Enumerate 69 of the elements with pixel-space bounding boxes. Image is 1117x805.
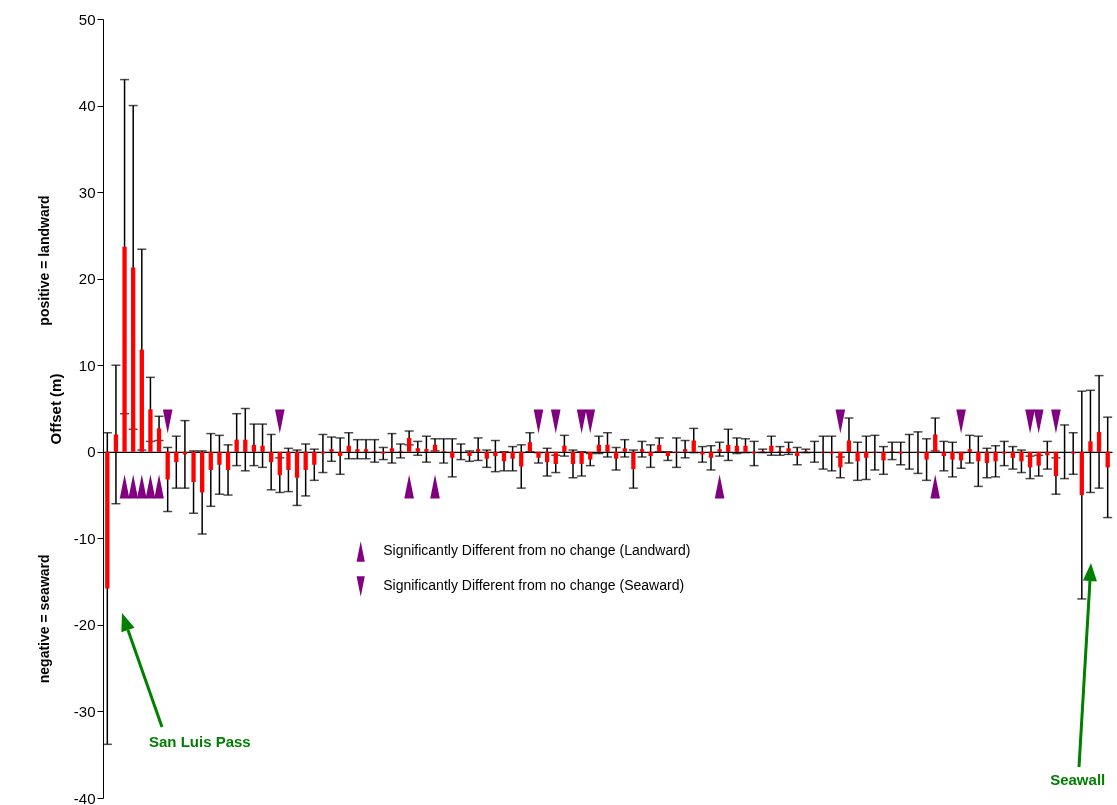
bar <box>260 445 265 452</box>
bar <box>1027 451 1033 468</box>
bar <box>156 428 162 452</box>
y-tick-label: 50 <box>78 10 96 28</box>
bar <box>1053 451 1059 477</box>
bar <box>251 444 257 452</box>
bar <box>208 451 213 470</box>
bar <box>191 451 196 483</box>
y-tick-label: -20 <box>73 616 96 634</box>
bar <box>294 451 300 478</box>
bar <box>1088 441 1093 452</box>
bar <box>105 451 110 589</box>
y-axis-title: Offset (m) <box>46 373 64 445</box>
y-tick-label: -10 <box>73 529 96 547</box>
bar <box>536 451 541 458</box>
annotation: San Luis Pass <box>149 732 251 750</box>
bar <box>113 434 119 452</box>
text: negative = seaward <box>36 554 52 684</box>
bar <box>950 451 955 460</box>
bar <box>657 444 662 452</box>
legend-label: Significantly Different from no change (Seaward) <box>383 577 685 594</box>
bar <box>846 440 852 452</box>
bar <box>406 437 412 452</box>
y-tick-label: -40 <box>73 789 96 805</box>
bar <box>1105 451 1110 468</box>
bar <box>303 451 308 470</box>
bar <box>562 445 567 452</box>
bar <box>493 451 498 457</box>
y-tick-label: 30 <box>78 183 96 201</box>
bar <box>717 449 722 452</box>
bar <box>1096 431 1102 452</box>
bar <box>570 451 576 464</box>
y-tick-label: -30 <box>73 702 96 720</box>
bar <box>234 439 239 452</box>
bar <box>648 451 653 457</box>
bar <box>605 444 610 452</box>
bar <box>225 451 231 470</box>
bar <box>510 451 515 459</box>
bar <box>363 449 369 452</box>
bar <box>389 448 395 452</box>
bar <box>467 451 472 457</box>
bar <box>708 451 714 458</box>
bar <box>527 442 533 452</box>
legend-label: Significantly Different from no change (Landward) <box>383 542 691 559</box>
bar <box>217 451 222 465</box>
bar <box>355 449 360 452</box>
bar <box>967 449 972 452</box>
annotation: Seawall <box>1050 771 1106 789</box>
y-tick-label: 40 <box>78 97 96 115</box>
bar <box>1010 451 1015 458</box>
bar <box>450 451 455 458</box>
bar <box>579 451 584 464</box>
bar <box>682 449 688 452</box>
y-tick-label: 20 <box>78 270 96 288</box>
bar <box>855 451 860 462</box>
bar <box>329 449 334 452</box>
bar <box>1079 451 1084 496</box>
bar <box>993 451 998 462</box>
bar <box>924 451 929 460</box>
bar <box>432 444 438 452</box>
bar <box>864 451 869 458</box>
text: positive = landward <box>36 195 52 326</box>
y-tick-label: 0 <box>87 443 96 461</box>
bar <box>726 444 731 452</box>
bar <box>346 445 351 452</box>
y-tick-label: 10 <box>78 356 96 374</box>
bar <box>243 439 248 452</box>
bar <box>743 445 748 452</box>
bar <box>881 451 886 461</box>
